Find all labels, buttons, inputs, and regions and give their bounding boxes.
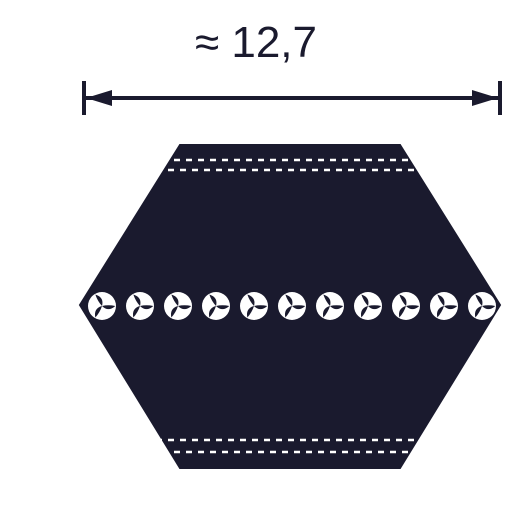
- diagram-svg: [0, 0, 512, 512]
- belt-cross-section-diagram: ≈ 12,7: [0, 0, 512, 512]
